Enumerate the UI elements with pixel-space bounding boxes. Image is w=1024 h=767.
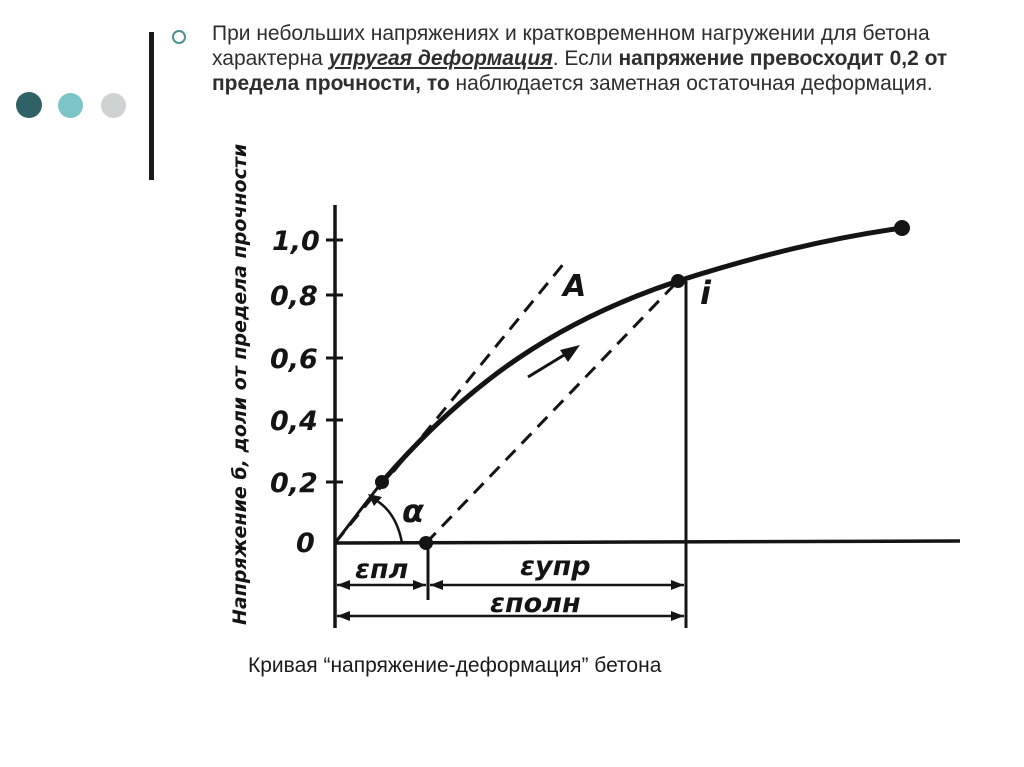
stress-strain-curve: [380, 225, 903, 484]
bullet-text-bold: напряжение превосходит 0,2 от предела пр…: [212, 47, 948, 95]
divider-bar: [149, 32, 154, 180]
bullet-ring-icon: [172, 30, 186, 44]
point-end: [894, 220, 910, 236]
bullet-text-2: . Если: [552, 47, 619, 70]
y-axis-label: Напряжение б, доли от предела прочности: [229, 144, 251, 625]
y-tick-marks: [326, 238, 343, 484]
point-residual: [419, 536, 433, 550]
y-tick-label: 0,2: [270, 468, 318, 499]
y-tick-label: 1,0: [272, 226, 320, 257]
arrowhead-icon: [337, 580, 350, 590]
label-eps-upr: εупр: [520, 551, 591, 582]
y-tick-label: 0: [296, 528, 315, 559]
arrowhead-icon: [413, 580, 426, 590]
decor-dot-dark: [16, 92, 42, 118]
decor-dot-mid: [58, 93, 83, 118]
bullet-emphasis: упругая деформация: [328, 47, 553, 70]
y-tick-label: 0,6: [270, 344, 318, 375]
bullet-paragraph: При небольших напряжениях и кратковремен…: [212, 21, 1002, 96]
point-0-2: [375, 475, 389, 489]
direction-arrow-icon: [527, 345, 580, 379]
label-point-i: i: [700, 274, 712, 312]
unloading-line: [424, 279, 680, 545]
label-angle: α: [402, 492, 425, 530]
bullet-text-1: При небольших напряжениях и кратковремен…: [212, 22, 930, 70]
figure-caption: Кривая “напряжение-деформация” бетона: [248, 654, 662, 677]
bullet-text-3: наблюдается заметная остаточная деформац…: [449, 72, 933, 95]
decor-dot-light: [101, 93, 126, 118]
angle-arrow-icon: [368, 494, 382, 506]
tangent-line-a: [333, 261, 567, 544]
y-tick-label: 0,8: [270, 281, 318, 312]
arrowhead-icon: [430, 580, 443, 590]
arrowhead-icon: [671, 580, 684, 590]
x-axis: [334, 539, 961, 545]
label-eps-pl: εпл: [355, 554, 408, 585]
arrowhead-icon: [337, 611, 350, 621]
angle-arc: [371, 496, 404, 544]
initial-segment: [333, 481, 384, 544]
point-i: [671, 274, 685, 288]
label-line-a: A: [561, 269, 586, 304]
arrowhead-icon: [671, 611, 684, 621]
label-eps-poln: εполн: [490, 588, 581, 619]
y-tick-label: 0,4: [270, 406, 318, 437]
